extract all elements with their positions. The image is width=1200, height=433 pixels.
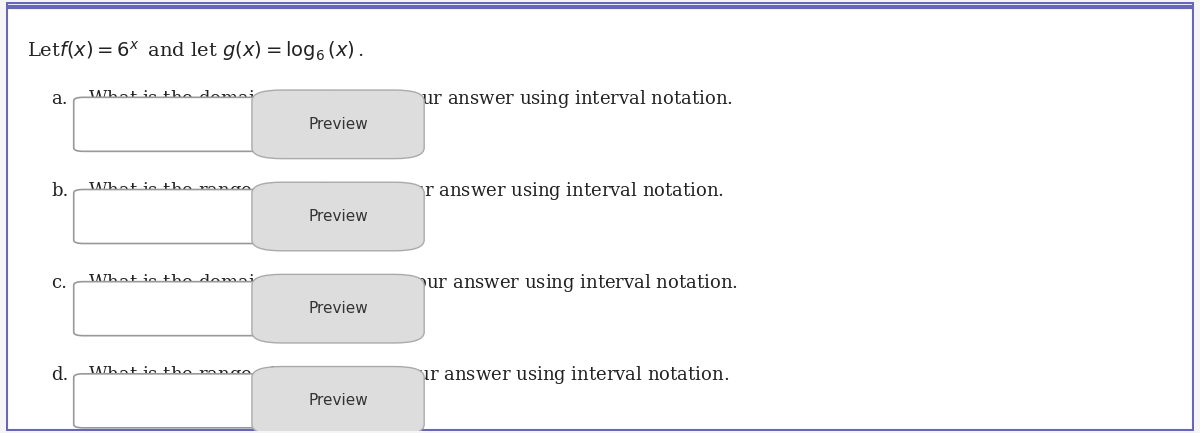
Text: c.: c. bbox=[52, 274, 67, 292]
Text: a.: a. bbox=[52, 90, 67, 108]
Text: What is the range of $g$ ?  Express your answer using interval notation.: What is the range of $g$ ? Express your … bbox=[77, 364, 730, 386]
FancyBboxPatch shape bbox=[73, 97, 277, 152]
Text: Preview: Preview bbox=[308, 117, 368, 132]
Text: What is the range of $f$ ?  Express your answer using interval notation.: What is the range of $f$ ? Express your … bbox=[77, 180, 725, 202]
Text: What is the domain of $f$ ? Express your answer using interval notation.: What is the domain of $f$ ? Express your… bbox=[77, 87, 733, 110]
Text: Preview: Preview bbox=[308, 209, 368, 224]
Text: Let$f(x) = 6^x\,$ and let $g(x) = \log_6(x)\,$.: Let$f(x) = 6^x\,$ and let $g(x) = \log_6… bbox=[28, 39, 365, 64]
FancyBboxPatch shape bbox=[252, 90, 424, 158]
Text: b.: b. bbox=[52, 182, 68, 200]
FancyBboxPatch shape bbox=[7, 3, 1193, 430]
FancyBboxPatch shape bbox=[73, 281, 277, 336]
FancyBboxPatch shape bbox=[252, 182, 424, 251]
FancyBboxPatch shape bbox=[252, 366, 424, 433]
Text: d.: d. bbox=[52, 366, 68, 384]
Text: What is the domain of $g$ ? Express your answer using interval notation.: What is the domain of $g$ ? Express your… bbox=[77, 272, 738, 294]
FancyBboxPatch shape bbox=[73, 374, 277, 428]
FancyBboxPatch shape bbox=[252, 275, 424, 343]
Text: Preview: Preview bbox=[308, 393, 368, 408]
FancyBboxPatch shape bbox=[73, 190, 277, 243]
Text: Preview: Preview bbox=[308, 301, 368, 316]
